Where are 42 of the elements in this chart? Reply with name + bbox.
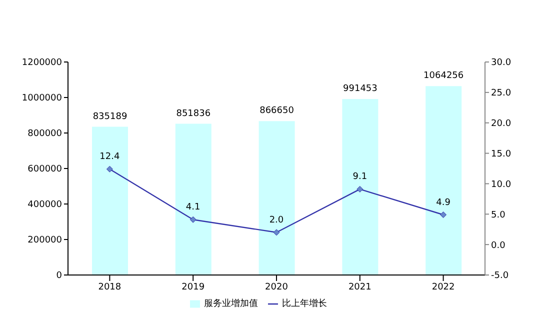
y2-tick-label: 20.0 [491, 119, 512, 130]
data-label: 1064256 [424, 71, 464, 82]
bar [258, 121, 295, 275]
y2-tick-label: 15.0 [491, 149, 512, 160]
data-label: 851836 [176, 108, 211, 119]
point [356, 186, 364, 192]
data-label: 991453 [343, 84, 378, 94]
data-label: 835189 [92, 112, 128, 122]
y-tick-label: 0 [56, 271, 62, 282]
x-tick-label: 2019 [182, 282, 205, 292]
y2-tick-label: 5.0 [491, 210, 506, 220]
x-tick-label: 2021 [348, 282, 372, 292]
x-tick-label: 2020 [265, 282, 288, 292]
point [273, 229, 280, 236]
y-tick-label: 1000000 [22, 94, 62, 104]
point [440, 212, 447, 218]
y-tick-label: 200000 [28, 236, 62, 246]
data-label: 866650 [260, 106, 294, 116]
legend-label: 服务业增加值 [204, 299, 258, 309]
point [106, 166, 113, 172]
y-tick-label: 800000 [28, 129, 62, 140]
data-label: 9.1 [352, 172, 368, 182]
y-tick-label: 400000 [28, 200, 62, 210]
y2-tick-label: 10.0 [491, 180, 512, 190]
y2-tick-label: 25.0 [491, 88, 512, 99]
bar [426, 86, 462, 275]
x-tick-label: 2022 [432, 282, 455, 292]
y-tick-label: 600000 [28, 164, 62, 175]
y-tick-label: 1200000 [22, 58, 62, 68]
point [190, 216, 196, 223]
data-label: 4.1 [186, 202, 200, 213]
y2-tick-label: 30.0 [491, 58, 512, 68]
legend-label: 比上年增长 [282, 299, 327, 309]
bar [342, 99, 378, 275]
data-label: 12.4 [100, 152, 120, 162]
y2-tick-label: -5.0 [491, 271, 509, 282]
bar [175, 124, 212, 275]
y2-tick-label: 0.0 [491, 240, 506, 251]
x-tick-label: 2018 [98, 282, 122, 292]
data-label: 4.9 [436, 198, 451, 208]
bar [92, 126, 128, 275]
data-label: 2.0 [269, 215, 284, 226]
